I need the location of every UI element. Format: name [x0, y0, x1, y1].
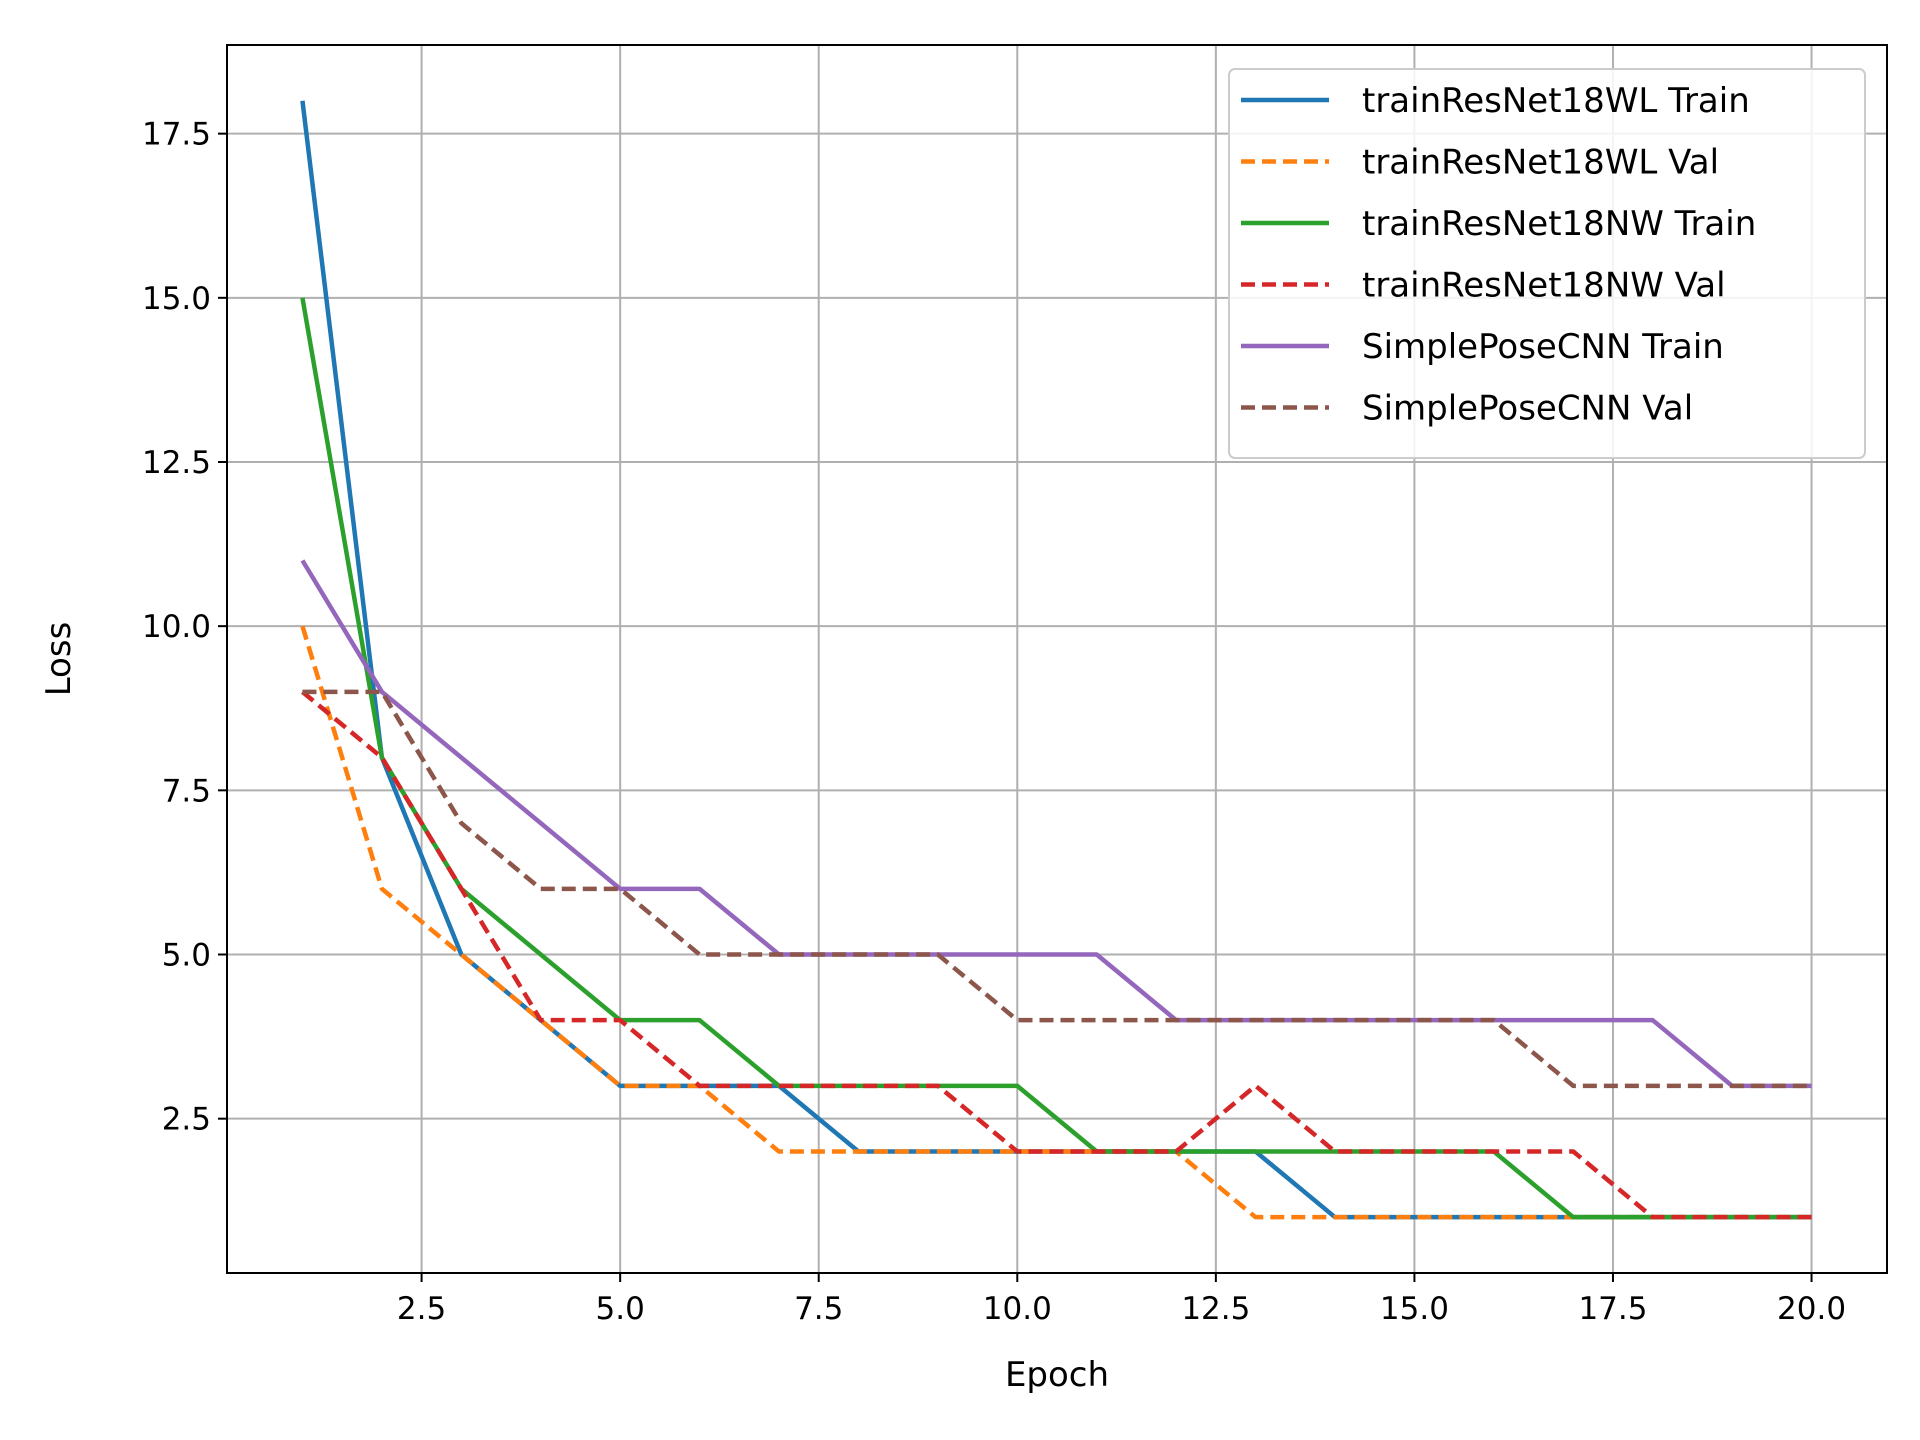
y-tick-label: 2.5	[162, 1102, 211, 1138]
x-tick-label: 20.0	[1777, 1291, 1846, 1327]
y-tick-label: 5.0	[162, 938, 211, 974]
legend-label: trainResNet18NW Train	[1362, 204, 1756, 244]
x-axis-ticks: 2.5 5.0 7.5 10.0 12.5 15.0 17.5 20.0	[397, 1273, 1846, 1327]
y-axis-ticks: 2.5 5.0 7.5 10.0 12.5 15.0 17.5	[142, 117, 227, 1138]
y-tick-label: 7.5	[162, 773, 211, 809]
x-tick-label: 17.5	[1578, 1291, 1647, 1327]
x-tick-label: 15.0	[1380, 1291, 1449, 1327]
series-lines	[300, 100, 1812, 1220]
legend: trainResNet18WL Train trainResNet18WL Val…	[1228, 68, 1866, 459]
y-tick-label: 17.5	[142, 117, 211, 153]
plot-frame	[226, 44, 1888, 1274]
legend-label: trainResNet18NW Val	[1362, 266, 1726, 306]
x-tick-label: 5.0	[596, 1291, 645, 1327]
y-tick-label: 15.0	[142, 281, 211, 317]
series-line-2	[300, 297, 1812, 1220]
x-tick-label: 2.5	[397, 1291, 446, 1327]
y-tick-label: 10.0	[142, 609, 211, 645]
x-axis-label: Epoch	[1005, 1355, 1109, 1395]
series-line-5	[302, 689, 1812, 1089]
legend-label: trainResNet18WL Train	[1362, 81, 1750, 121]
x-tick-label: 10.0	[983, 1291, 1052, 1327]
legend-label: SimplePoseCNN Train	[1362, 327, 1724, 367]
y-axis-label: Loss	[39, 622, 79, 697]
legend-box	[1228, 68, 1866, 459]
legend-label: trainResNet18WL Val	[1362, 143, 1719, 183]
x-tick-label: 7.5	[794, 1291, 843, 1327]
y-tick-label: 12.5	[142, 445, 211, 481]
series-line-4	[300, 559, 1812, 1089]
x-tick-label: 12.5	[1181, 1291, 1250, 1327]
series-line-3	[301, 690, 1812, 1220]
legend-label: SimplePoseCNN Val	[1362, 389, 1693, 429]
